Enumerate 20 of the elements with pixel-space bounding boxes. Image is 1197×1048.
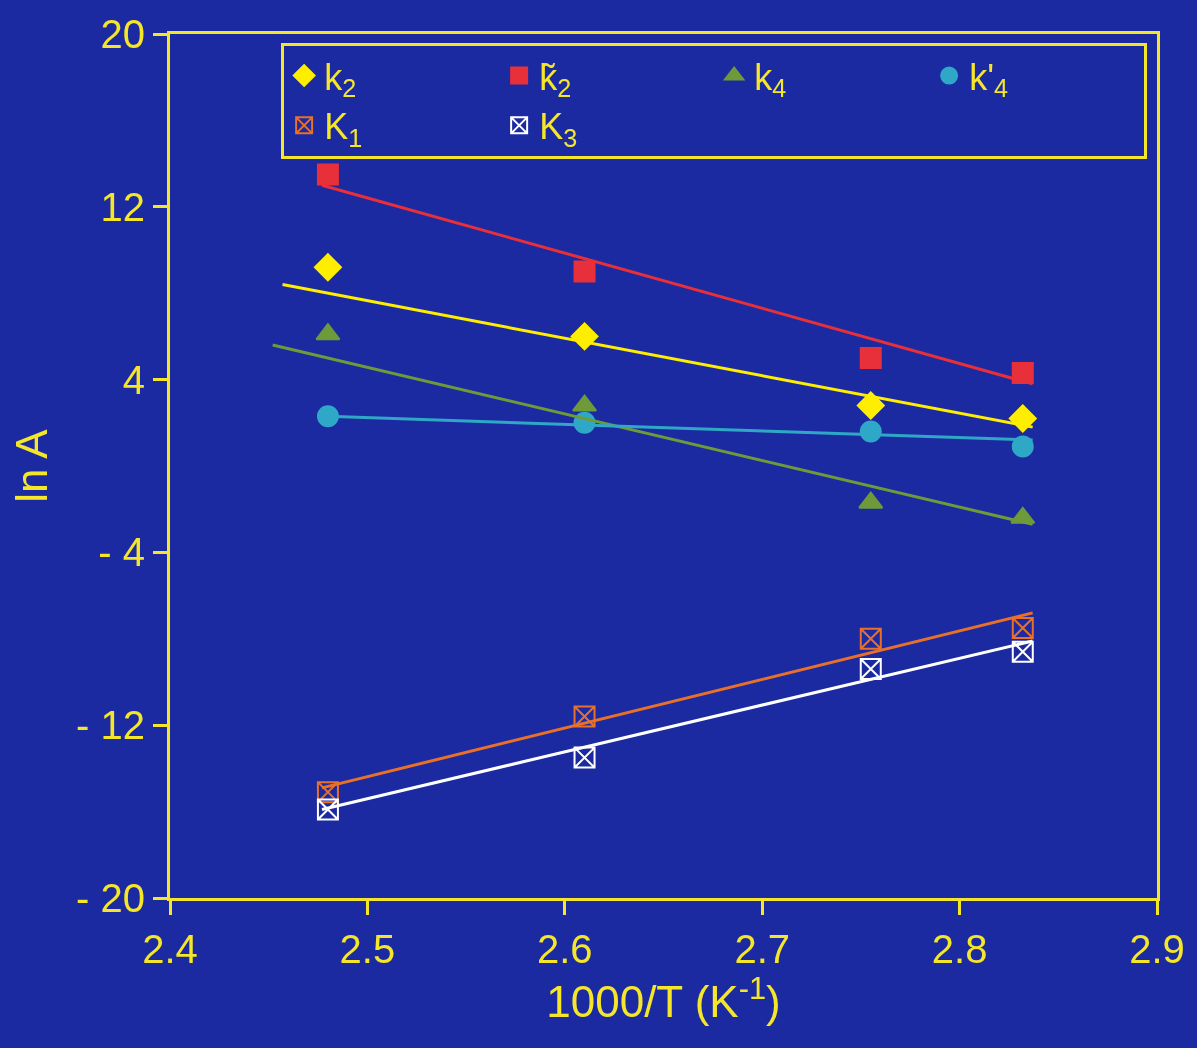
y-tick-label: 4: [122, 357, 145, 402]
y-tick-label: 20: [100, 12, 145, 56]
x-tick-label: 2.8: [931, 927, 988, 971]
x-tick-label: 2.7: [734, 927, 790, 971]
legend-label: k̃$_{2}$: [539, 56, 572, 103]
legend-label: k$_{2}$: [324, 56, 357, 103]
y-tick-label: - 20: [76, 876, 145, 920]
y-tick-label: - 4: [98, 530, 145, 575]
y-axis-title: ln A: [7, 428, 57, 503]
legend-label: K$_{3}$: [539, 106, 578, 152]
x-tick-label: 2.6: [537, 927, 593, 971]
x-tick-label: 2.4: [142, 927, 198, 971]
x-tick-label: 2.9: [1129, 927, 1185, 971]
x-axis-title: 1000/T (K$^{-1}$): [546, 971, 781, 1027]
legend-label: K$_{1}$: [324, 106, 363, 152]
x-tick-label: 2.5: [339, 927, 396, 971]
y-tick-label: 12: [100, 184, 145, 229]
legend-label: k'$_{4}$: [969, 56, 1009, 103]
legend-label: k$_{4}$: [754, 56, 787, 103]
y-tick-label: - 12: [76, 703, 145, 748]
